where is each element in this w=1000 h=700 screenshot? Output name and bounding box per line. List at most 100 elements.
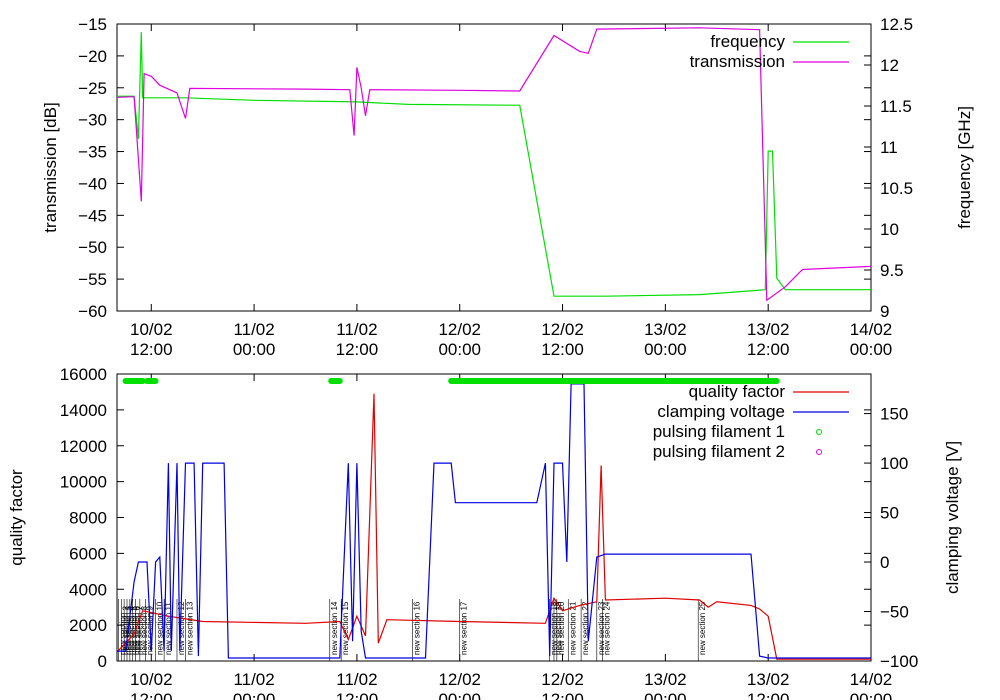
y-tick-label: −50 [78, 238, 107, 257]
quality-factor-clamping-chart: 0 2000 4000 6000 8000 10000 12000 14000 16000 −10… [7, 365, 962, 700]
y-tick-label: −30 [78, 111, 107, 130]
section-annotation: new section [118, 613, 127, 655]
section-annotation: new section 2 [121, 606, 130, 655]
series-line-frequency [117, 32, 871, 297]
section-annotation: new section 13 [186, 601, 195, 655]
legend-label: clamping voltage [657, 402, 785, 421]
plot-frame [116, 23, 872, 312]
y2-axis-label: clamping voltage [V] [943, 441, 962, 594]
section-annotation: new section 5 [130, 606, 139, 655]
section-annotation: new section 14 [330, 601, 339, 655]
x-tick-time: 00:00 [850, 690, 893, 700]
x-tick-date: 10/02 [130, 320, 173, 339]
plot-area [117, 27, 871, 302]
y-axis-label: transmission [dB] [41, 102, 60, 232]
section-annotation: new section 4 [127, 606, 136, 655]
y-tick-label: 10000 [60, 473, 107, 492]
y-tick-label: −35 [78, 143, 107, 162]
section-annotation: new section 15 [341, 601, 350, 655]
y-tick-label: −25 [78, 79, 107, 98]
x-tick-date: 11/02 [336, 320, 377, 339]
section-annotation: new section 10 [156, 601, 165, 655]
x-tick-time: 00:00 [233, 340, 276, 359]
y-tick-label: 2000 [69, 616, 107, 635]
y-tick-label: 16000 [60, 365, 107, 384]
section-annotation: new section 22 [581, 601, 590, 655]
x-tick-time: 12:00 [747, 690, 790, 700]
x-tick-date: 12/02 [541, 320, 584, 339]
section-annotation: new section 8 [140, 606, 149, 655]
legend-label: pulsing filament 1 [653, 422, 785, 441]
x-tick-date: 12/02 [438, 670, 481, 689]
section-annotation: new section 24 [603, 601, 612, 655]
x-tick-date: 12/02 [541, 670, 584, 689]
section-annotation: new section 23 [597, 601, 606, 655]
y2-tick-label: 150 [880, 405, 908, 424]
x-tick-time: 12:00 [336, 690, 379, 700]
y2-tick-label: 12.5 [880, 15, 913, 34]
x-tick-date: 13/02 [644, 670, 687, 689]
y2-tick-label: 9.5 [880, 261, 904, 280]
y2-tick-label: 11 [880, 138, 898, 157]
x-tick-date: 13/02 [747, 670, 790, 689]
section-annotation: new section 25 [698, 601, 707, 655]
y-tick-label: −40 [78, 174, 107, 193]
x-tick-time: 00:00 [644, 690, 687, 700]
y-tick-label: −20 [78, 47, 107, 66]
section-annotation: new section 17 [460, 601, 469, 655]
x-tick-time: 00:00 [438, 690, 481, 700]
y-tick-label: 14000 [60, 401, 107, 420]
x-tick-date: 11/02 [336, 670, 377, 689]
x-tick-time: 00:00 [644, 340, 687, 359]
y2-tick-label: 50 [880, 504, 899, 523]
transmission-frequency-chart: −60 −55 −50 −45 −40 −35 −30 −25 −20 −15 9 9.5 10 10.5… [41, 15, 974, 359]
legend-point [816, 429, 822, 435]
series-line-transmission [117, 27, 871, 302]
y2-tick-label: 100 [880, 454, 908, 473]
x-tick-date: 13/02 [747, 320, 790, 339]
x-tick-date: 11/02 [233, 670, 274, 689]
x-tick-time: 12:00 [541, 690, 584, 700]
section-annotation: new section 16 [413, 601, 422, 655]
y-tick-label: −45 [78, 206, 107, 225]
x-tick-date: 10/02 [130, 670, 173, 689]
y-tick-label: −15 [78, 15, 107, 34]
x-tick-time: 00:00 [438, 340, 481, 359]
x-tick-date: 13/02 [644, 320, 687, 339]
y2-tick-label: 10 [880, 220, 899, 239]
legend-label: pulsing filament 2 [653, 442, 785, 461]
x-tick-time: 12:00 [541, 340, 584, 359]
series-line-quality-factor [117, 393, 871, 660]
x-tick-date: 14/02 [850, 320, 893, 339]
y-tick-label: 0 [98, 652, 107, 671]
x-tick-time: 12:00 [747, 340, 790, 359]
y2-axis-label: frequency [GHz] [955, 106, 974, 229]
y2-tick-label: 11.5 [880, 97, 912, 116]
y-axis-label: quality factor [7, 469, 26, 566]
x-tick-time: 12:00 [336, 340, 379, 359]
legend-label: transmission [690, 52, 785, 71]
y2-tick-label: 0 [880, 553, 889, 572]
x-tick-time: 00:00 [850, 340, 893, 359]
x-tick-date: 12/02 [438, 320, 481, 339]
legend-label: quality factor [689, 382, 786, 401]
y-tick-label: −60 [78, 302, 107, 321]
y-tick-label: 4000 [69, 580, 107, 599]
y2-tick-label: 12 [880, 56, 899, 75]
x-tick-date: 11/02 [233, 320, 274, 339]
x-tick-date: 14/02 [850, 670, 893, 689]
x-tick-time: 12:00 [130, 690, 173, 700]
y2-tick-label: −100 [880, 652, 918, 671]
y2-tick-label: −50 [880, 603, 909, 622]
section-annotation: new section 21 [568, 601, 577, 655]
y-tick-label: −55 [78, 270, 107, 289]
legend-label: frequency [710, 32, 785, 51]
legend-point [816, 449, 822, 455]
section-annotation: new section 19 [554, 601, 563, 655]
section-annotation: new section 20 [557, 601, 566, 655]
y2-tick-label: 9 [880, 302, 889, 321]
y-tick-label: 8000 [69, 509, 107, 528]
y-tick-label: 12000 [60, 437, 107, 456]
